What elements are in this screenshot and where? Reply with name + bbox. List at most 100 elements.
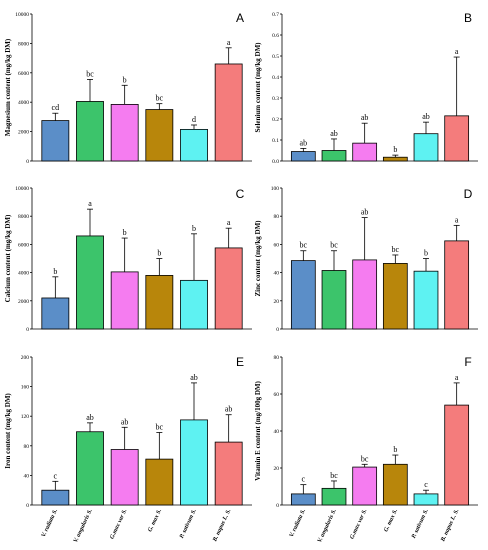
panel-d-sig-label: bc <box>300 241 308 250</box>
panel-d-sig-label: ab <box>361 208 369 217</box>
panel-e-sig-label: bc <box>156 422 164 431</box>
panel-b-sig-label: ab <box>330 129 338 138</box>
panel-e-ytick-label: 120 <box>21 414 30 420</box>
panel-a-ytick-label: 8000 <box>18 41 29 47</box>
panel-e-ytick-label: 40 <box>24 473 30 479</box>
panel-e-ytick-label: 200 <box>21 355 30 361</box>
panel-a-bar <box>76 101 104 162</box>
panel-e-sig-label: ab <box>190 373 198 382</box>
panel-a-bar <box>41 120 70 162</box>
panel-d-ytick-label: 40 <box>274 271 280 277</box>
panel-e-ytick-label: 160 <box>21 385 30 391</box>
panel-e-category-label: B. napus L. S. <box>212 508 233 544</box>
panel-f-sig-label: c <box>424 480 428 489</box>
panel-b-sig-label: ab <box>300 138 308 147</box>
panel-b-bar <box>321 150 347 162</box>
panel-f-bar <box>321 487 347 506</box>
panel-c-sig-label: a <box>88 199 92 208</box>
panel-e-sig-label: c <box>54 471 58 480</box>
panel-c-bar <box>214 247 243 330</box>
panel-b-ytick-label: 0.2 <box>272 117 279 123</box>
panel-a-bar <box>145 109 174 162</box>
panel-d-ytick-label: 20 <box>274 299 280 305</box>
panel-c-bar <box>180 279 208 330</box>
panel-f-bar <box>444 404 470 506</box>
panel-b-bar <box>382 156 408 162</box>
panel-b-sig-label: b <box>393 145 397 154</box>
panel-c-sig-label: b <box>192 224 196 233</box>
panel-e-bar <box>110 449 139 506</box>
panel-f-sig-label: bc <box>330 471 338 480</box>
panel-b-sig-label: ab <box>361 113 369 122</box>
panel-f-category-label: V. radiata S. <box>289 508 307 538</box>
panel-b-bar <box>352 142 378 162</box>
panel-e-ylabel: Iron content (mg/kg DM) <box>4 393 12 469</box>
panel-e-category-label: V. radiata S. <box>41 508 59 538</box>
panel-e-category-label: G.max var S. <box>109 508 128 540</box>
panel-d-ytick-label: 100 <box>271 186 280 192</box>
panel-d-bar <box>413 270 439 330</box>
panel-c-ytick-label: 2000 <box>18 299 29 305</box>
panel-f-category-label: V. angularis S. <box>317 508 338 544</box>
panel-c-bar <box>110 271 139 330</box>
panel-c-letter: C <box>236 187 245 201</box>
panel-d-ytick-label: 60 <box>274 242 280 248</box>
panel-f-bar <box>352 466 378 506</box>
panel-e-sig-label: ab <box>225 405 233 414</box>
panel-e-letter: E <box>236 355 244 369</box>
panel-d-ytick-label: 0 <box>276 327 279 333</box>
panel-e-bar <box>41 489 70 506</box>
panel-e-category-label: V. angularis S. <box>73 508 94 544</box>
panel-c-ytick-label: 6000 <box>18 242 29 248</box>
panel-f-category-label: P. sativum S. <box>411 508 430 540</box>
panel-a-ytick-label: 4000 <box>18 100 29 106</box>
panel-f-bar <box>290 493 316 506</box>
panel-e-bar <box>145 458 174 506</box>
panel-a-sig-label: a <box>227 38 231 47</box>
panel-f-ytick-label: 60 <box>274 392 280 398</box>
panel-b-ytick-label: 0.0 <box>272 159 279 165</box>
panel-d-sig-label: bc <box>392 245 400 254</box>
panel-f-bar <box>382 463 408 506</box>
panel-e-sig-label: ab <box>121 417 129 426</box>
panel-a-ytick-label: 2000 <box>18 130 29 136</box>
panel-f-ytick-label: 0 <box>276 503 279 509</box>
panel-f-sig-label: a <box>455 373 459 382</box>
panel-b-bar <box>290 151 316 162</box>
panel-f-ylabel: Vitamin E content (mg/100g DM) <box>254 380 262 480</box>
panel-a-bar <box>214 63 243 162</box>
panel-c-ytick-label: 4000 <box>18 271 29 277</box>
panel-b-sig-label: a <box>455 47 459 56</box>
panel-b-ylabel: Selenium content (mg/kg DM) <box>254 42 262 133</box>
panel-c-ytick-label: 10000 <box>15 186 29 192</box>
panel-a-sig-label: bc <box>86 69 94 78</box>
panel-a-bar <box>110 104 139 162</box>
panel-f-ytick-label: 40 <box>274 429 280 435</box>
panel-c-bar <box>145 275 174 330</box>
panel-e-bar <box>214 441 243 506</box>
panel-a-sig-label: d <box>192 115 196 124</box>
panel-c-sig-label: b <box>123 228 127 237</box>
panel-c-bar <box>76 235 104 330</box>
panel-c-ylabel: Calcium content (mg/kg DM) <box>4 214 12 302</box>
panel-d-ylabel: Zinc content (mg/kg DM) <box>254 220 262 297</box>
panel-e-sig-label: ab <box>86 413 94 422</box>
panel-c-sig-label: b <box>53 267 57 276</box>
panel-c-ytick-label: 8000 <box>18 214 29 220</box>
panel-d-sig-label: a <box>455 215 459 224</box>
panel-d-bar <box>352 259 378 330</box>
panel-e-bar <box>180 419 208 506</box>
panel-d-sig-label: bc <box>330 241 338 250</box>
panel-d-bar <box>321 270 347 330</box>
panel-e-ytick-label: 0 <box>26 503 29 509</box>
panel-a-bar <box>180 128 208 162</box>
panel-b-ytick-label: 0.3 <box>272 96 279 102</box>
panel-f-bar <box>413 493 439 506</box>
panel-b-ytick-label: 0.6 <box>272 33 279 39</box>
panel-a-sig-label: b <box>123 75 127 84</box>
panel-b-bar <box>413 133 439 162</box>
panel-b-sig-label: ab <box>422 112 430 121</box>
panel-d-bar <box>444 240 470 330</box>
panel-f-sig-label: c <box>302 475 306 484</box>
